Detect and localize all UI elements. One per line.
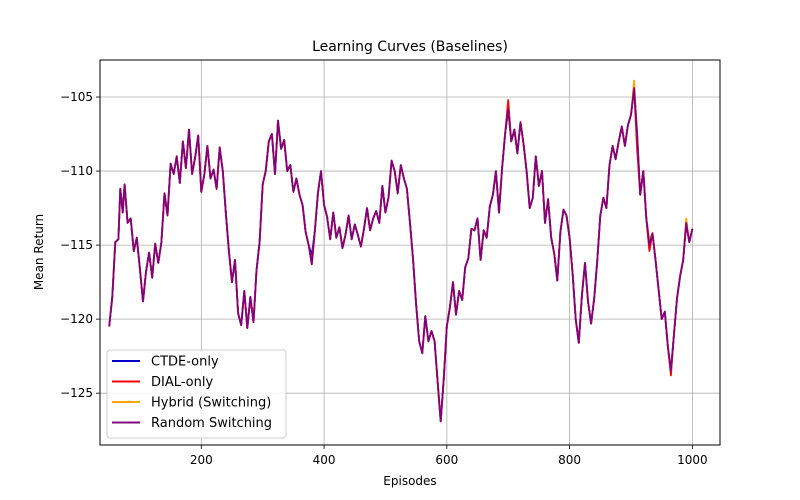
legend-label-random-switching: Random Switching <box>151 416 272 431</box>
x-tick-label: 600 <box>435 453 458 467</box>
y-tick-label: −125 <box>60 386 93 400</box>
x-axis-label: Episodes <box>383 474 436 488</box>
y-axis-label: Mean Return <box>32 214 46 290</box>
legend-label-ctde-only: CTDE-only <box>151 355 219 370</box>
x-tick-label: 1000 <box>677 453 708 467</box>
chart-title: Learning Curves (Baselines) <box>312 39 508 55</box>
y-tick-label: −105 <box>60 90 93 104</box>
plot-frame <box>99 59 721 446</box>
y-tick-label: −120 <box>60 312 93 326</box>
x-tick-label: 400 <box>313 453 336 467</box>
legend: CTDE-only DIAL-only Hybrid (Switching) Rand… <box>106 349 287 439</box>
legend-label-dial-only: DIAL-only <box>151 375 213 390</box>
y-tick-label: −110 <box>60 164 93 178</box>
series-line-random-switching <box>108 87 694 423</box>
legend-box <box>106 349 287 439</box>
y-tick-label: −115 <box>60 238 93 252</box>
x-tick-label: 200 <box>190 453 213 467</box>
x-tick-label: 800 <box>558 453 581 467</box>
legend-label-hybrid-switching: Hybrid (Switching) <box>151 396 271 411</box>
